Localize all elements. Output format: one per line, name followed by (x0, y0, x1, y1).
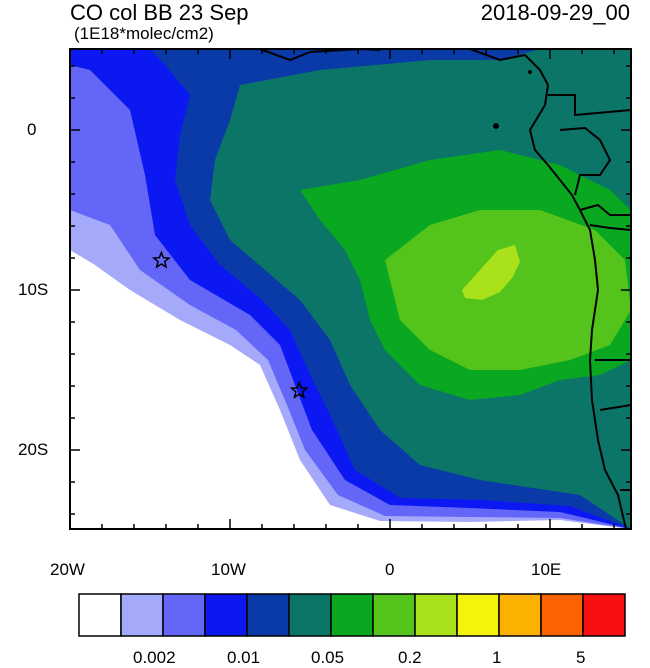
colorbar-swatch (540, 593, 584, 637)
colorbar-label: 0.01 (227, 648, 261, 667)
colorbar-swatch (330, 593, 374, 637)
y-tick-label: 0 (27, 120, 37, 139)
plume-level-8 (462, 245, 520, 300)
colorbar-swatch (246, 593, 290, 637)
colorbar-swatch (372, 593, 416, 637)
colorbar-label: 0.05 (311, 648, 345, 667)
plume-level-7 (385, 210, 631, 370)
x-tick-label: 20W (50, 560, 85, 579)
colorbar-swatch (78, 593, 122, 637)
colorbar-swatch (582, 593, 626, 637)
x-tick-label: 10E (531, 560, 562, 579)
timestamp-title: 2018-09-29_00 (480, 0, 630, 25)
x-tick-marks (69, 49, 615, 529)
colorbar-swatch (456, 593, 500, 637)
colorbar-swatch (120, 593, 164, 637)
y-tick-label: 20S (18, 440, 49, 459)
colorbar-label: 1 (492, 648, 502, 667)
colorbar-swatch (498, 593, 542, 637)
colorbar-swatch (288, 593, 332, 637)
concentration-field (70, 49, 631, 529)
colorbar-label: 5 (576, 648, 586, 667)
colorbar-label: 0.002 (133, 648, 176, 667)
colorbar-swatch (414, 593, 458, 637)
coastline (259, 49, 631, 529)
y-tick-label: 10S (18, 280, 49, 299)
colorbar-label: 0.2 (398, 648, 422, 667)
x-tick-label: 10W (211, 560, 246, 579)
y-tick-marks (70, 65, 631, 515)
colorbar-swatch (162, 593, 206, 637)
plot-frame (69, 48, 632, 530)
colorbar (78, 593, 626, 637)
star-marker (151, 250, 171, 269)
site-markers (151, 250, 309, 399)
islands (493, 70, 532, 129)
units-label: (1E18*molec/cm2) (74, 24, 214, 43)
x-tick-label: 0 (385, 560, 395, 579)
colorbar-swatch (204, 593, 248, 637)
star-marker (289, 380, 309, 399)
chart-title: CO col BB 23 Sep (70, 0, 249, 25)
